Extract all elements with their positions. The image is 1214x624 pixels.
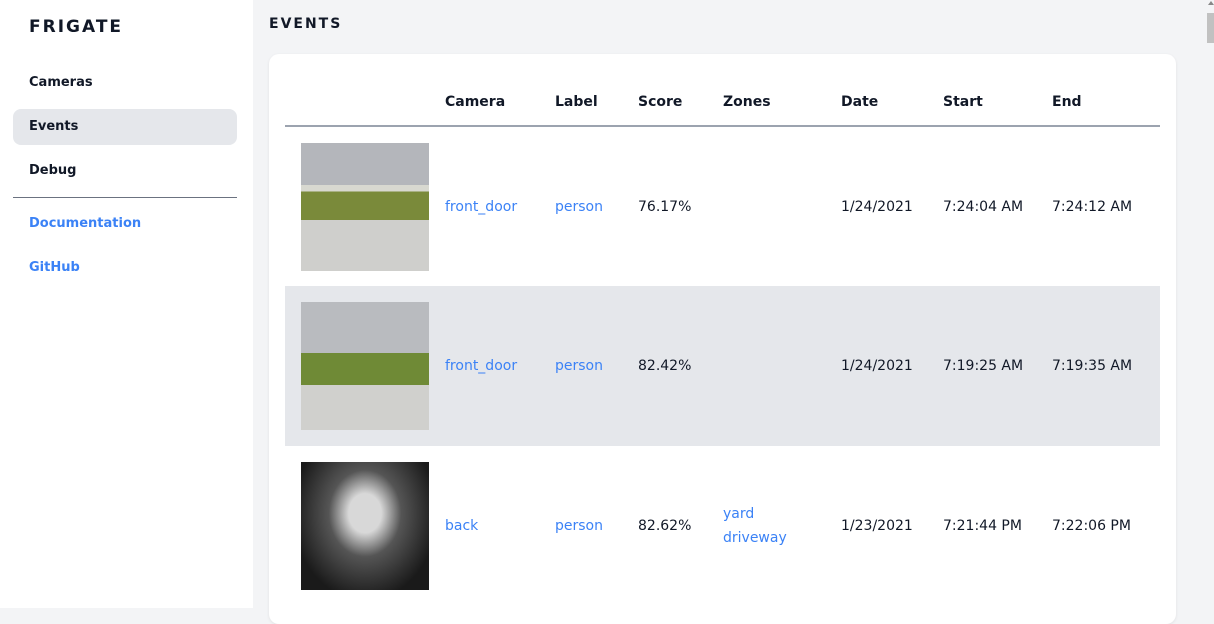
camera-link[interactable]: front_door (445, 198, 518, 215)
table-header-row: Camera Label Score Zones Date Start End (285, 78, 1160, 127)
header-end: End (1052, 78, 1160, 127)
zones-cell: yard driveway (723, 446, 841, 606)
label-link[interactable]: person (555, 198, 603, 215)
table-row[interactable]: back person 82.62% yard driveway 1/23/202… (285, 446, 1160, 606)
label-link[interactable]: person (555, 358, 603, 374)
thumbnail-cell (285, 286, 445, 446)
start-time: 7:21:44 PM (943, 518, 1022, 534)
start-time: 7:19:25 AM (943, 286, 1052, 446)
zone-link[interactable]: yard (723, 506, 755, 522)
date: 1/23/2021 (841, 518, 913, 534)
header-zones: Zones (723, 78, 841, 127)
sidebar-item-debug[interactable]: Debug (29, 163, 77, 178)
sidebar-divider (13, 197, 237, 198)
events-card: Camera Label Score Zones Date Start End … (269, 54, 1176, 624)
sidebar-item-cameras[interactable]: Cameras (29, 75, 93, 90)
start-time: 7:24:04 AM (943, 198, 1024, 215)
sidebar-link-github[interactable]: GitHub (29, 260, 80, 275)
thumbnail-cell (285, 446, 445, 606)
event-thumbnail[interactable] (301, 142, 429, 271)
event-thumbnail[interactable] (301, 462, 429, 590)
zones-cell (723, 126, 841, 286)
scroll-up-icon[interactable] (1208, 1, 1214, 5)
label-link[interactable]: person (555, 518, 603, 534)
sidebar: FRIGATE Cameras Events Debug Documentati… (0, 0, 253, 608)
end-time: 7:22:06 PM (1052, 518, 1131, 534)
zone-link[interactable]: driveway (723, 530, 787, 546)
score: 82.62% (638, 518, 692, 534)
table-row[interactable]: front_door person 82.42% 1/24/2021 7:19:… (285, 286, 1160, 446)
score: 76.17% (638, 198, 692, 215)
header-date: Date (841, 78, 943, 127)
header-label: Label (555, 78, 638, 127)
header-score: Score (638, 78, 723, 127)
event-thumbnail[interactable] (301, 302, 429, 430)
sidebar-link-documentation[interactable]: Documentation (29, 216, 142, 231)
camera-link[interactable]: front_door (445, 358, 518, 374)
date: 1/24/2021 (841, 198, 913, 215)
zones-cell (723, 286, 841, 446)
end-time: 7:19:35 AM (1052, 286, 1160, 446)
scrollbar-thumb[interactable] (1207, 13, 1214, 43)
header-camera: Camera (445, 78, 555, 127)
sidebar-item-events[interactable]: Events (13, 109, 237, 145)
events-table: Camera Label Score Zones Date Start End … (285, 78, 1160, 606)
date: 1/24/2021 (841, 286, 943, 446)
page-title: EVENTS (269, 16, 343, 32)
table-row[interactable]: front_door person 76.17% 1/24/2021 7:24:… (285, 126, 1160, 286)
score: 82.42% (638, 286, 723, 446)
thumbnail-cell (285, 126, 445, 286)
header-start: Start (943, 78, 1052, 127)
end-time: 7:24:12 AM (1052, 198, 1133, 215)
camera-link[interactable]: back (445, 518, 479, 534)
header-thumbnail (285, 78, 445, 127)
app-logo[interactable]: FRIGATE (29, 17, 124, 37)
scrollbar[interactable] (1200, 0, 1214, 608)
